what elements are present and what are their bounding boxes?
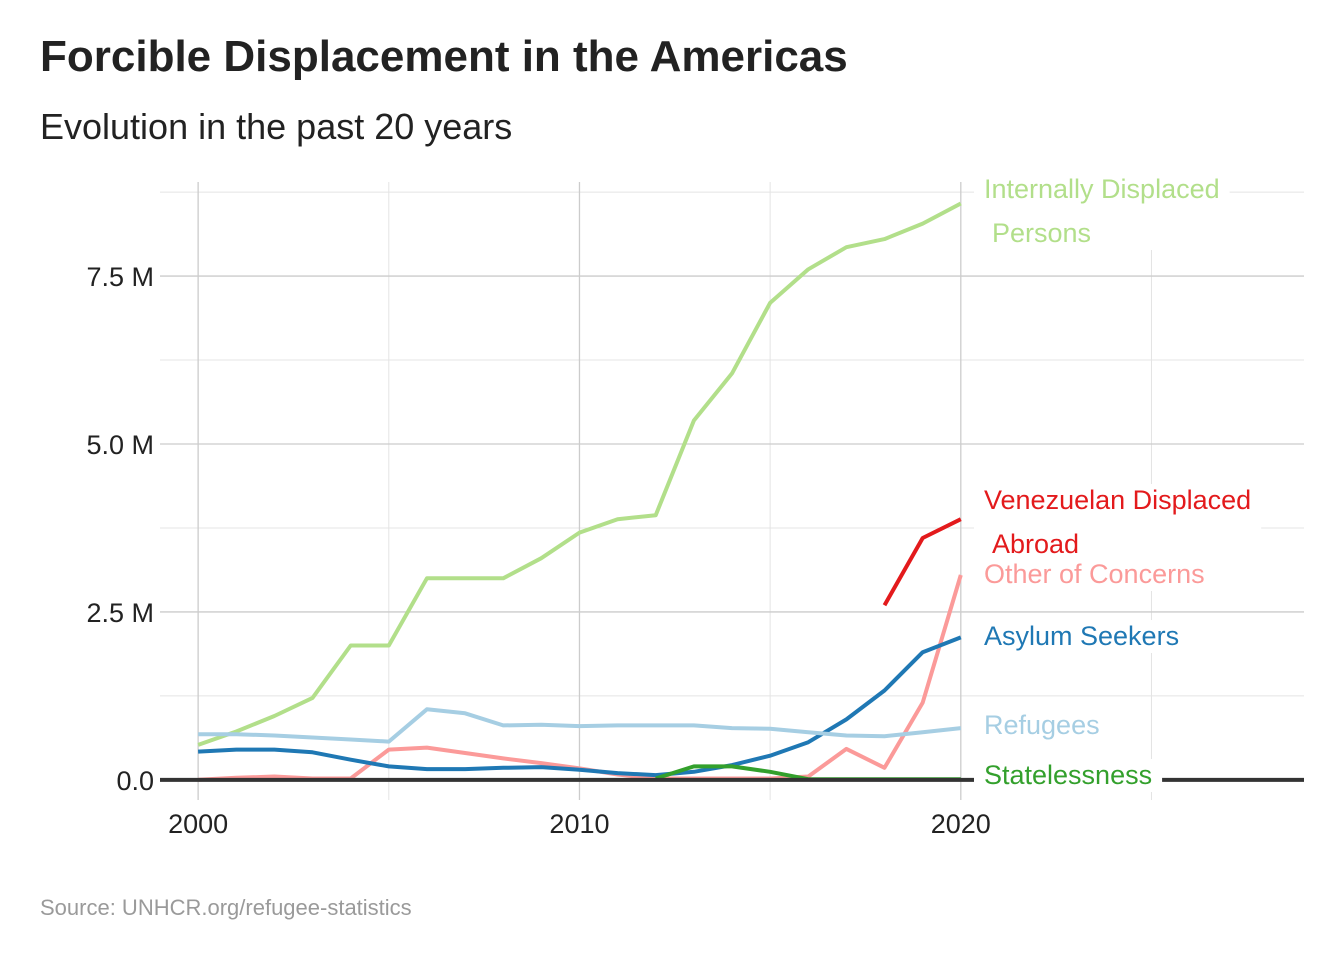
source-caption: Source: UNHCR.org/refugee-statistics [40, 895, 412, 920]
series-labels: Internally Displaced Persons Venezuelan Di… [974, 173, 1262, 792]
series-label-bg-internally-displaced-persons [974, 173, 1230, 250]
series-label-internally-displaced-persons: Persons [992, 218, 1091, 248]
y-tick-label: 2.5 M [86, 598, 154, 628]
y-tick-label: 5.0 M [86, 430, 154, 460]
chart-subtitle: Evolution in the past 20 years [40, 106, 513, 147]
major-gridlines [160, 182, 1304, 800]
series-label-bg-statelessness [974, 759, 1163, 792]
series-label-refugees: Refugees [984, 710, 1100, 740]
series-line-venezuelan-displaced-abroad [882, 517, 962, 607]
x-tick-label: 2020 [931, 809, 991, 839]
series-label-venezuelan-displaced-abroad: Abroad [992, 529, 1079, 559]
x-tick-label: 2000 [168, 809, 228, 839]
axis-tick-labels: 2000 2010 2020 0.0 2.5 M 5.0 M 7.5 M [86, 262, 990, 839]
series-label-other-of-concerns: Other of Concerns [984, 559, 1205, 589]
series-label-statelessness: Statelessness [984, 760, 1152, 790]
series-line-refugees [198, 707, 962, 744]
y-tick-label: 7.5 M [86, 262, 154, 292]
series-label-bg-refugees [974, 709, 1110, 742]
series-line-asylum-seekers [197, 635, 962, 778]
y-tick-label: 0.0 [116, 766, 154, 796]
series-line-internally-displaced-persons [197, 201, 962, 747]
series-label-asylum-seekers: Asylum Seekers [984, 621, 1179, 651]
series-label-bg-venezuelan-displaced-abroad [974, 484, 1262, 561]
series-label-venezuelan-displaced-abroad: Venezuelan Displaced [984, 485, 1251, 515]
series-label-bg-other-of-concerns [974, 558, 1215, 591]
series-label-bg-asylum-seekers [974, 620, 1190, 653]
chart-title: Forcible Displacement in the Americas [40, 32, 848, 81]
series-label-internally-displaced-persons: Internally Displaced [984, 174, 1220, 204]
x-tick-label: 2010 [549, 809, 609, 839]
